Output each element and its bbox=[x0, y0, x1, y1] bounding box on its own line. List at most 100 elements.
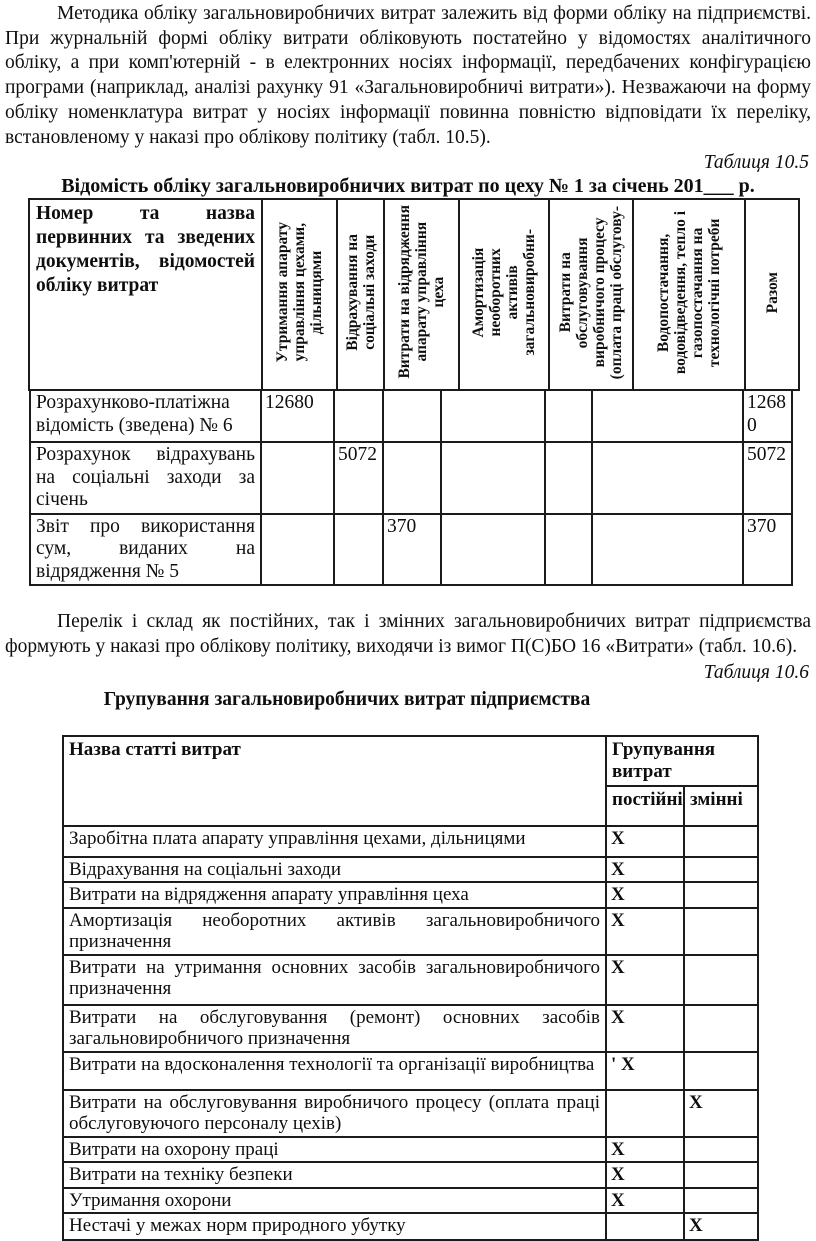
table-row: Утримання охорони X bbox=[62, 1186, 759, 1215]
table2-note: Таблиця 10.6 bbox=[703, 661, 809, 683]
row-label: Витрати на обслуговування (ремонт) основ… bbox=[62, 1003, 607, 1053]
value-cell bbox=[440, 441, 546, 515]
paragraph-method: Методика обліку загальновиробничих витра… bbox=[5, 3, 811, 148]
ledger-col-total: Разом bbox=[744, 198, 800, 392]
fixed-mark: X bbox=[605, 953, 685, 1006]
value-cell bbox=[382, 389, 442, 444]
rotated-header-text: Разом bbox=[763, 271, 781, 313]
ledger-col-travel: Витрати на відрядження апарату управлінн… bbox=[383, 198, 460, 392]
variable-mark bbox=[683, 1003, 759, 1053]
ledger-label-header: Номер та назва первинних та зведених док… bbox=[28, 198, 263, 392]
grouping-label-header: Назва статті витрат bbox=[62, 734, 607, 827]
value-cell bbox=[544, 441, 593, 515]
table-row: Витрати на вдосконалення технології та о… bbox=[62, 1050, 759, 1091]
fixed-mark bbox=[605, 1212, 685, 1241]
total-cell: 12680 bbox=[742, 389, 793, 444]
subheader-fixed: постійні bbox=[605, 784, 685, 827]
variable-mark bbox=[683, 881, 759, 909]
value-cell: 5072 bbox=[333, 441, 384, 515]
variable-mark bbox=[683, 1161, 759, 1189]
table2-caption: Групування загальновиробничих витрат під… bbox=[103, 688, 591, 710]
ledger-row-payroll: Розрахунково-платіжна відомість (зведена… bbox=[29, 389, 793, 444]
ledger-row-travel-report: Звіт про використання сум, виданих на ві… bbox=[29, 512, 793, 587]
variable-mark bbox=[683, 953, 759, 1006]
table1-note: Таблиця 10.5 bbox=[703, 152, 809, 174]
row-label: Амортизація необоротних активів загально… bbox=[62, 906, 607, 956]
rotated-header-text: Амортизація необоротних активів загально… bbox=[470, 228, 538, 356]
rotated-header-text: Утримання апарату управління цехами, діл… bbox=[274, 222, 325, 363]
value-cell bbox=[260, 512, 335, 587]
value-cell bbox=[440, 389, 546, 444]
value-cell bbox=[260, 441, 335, 515]
ledger-col-maintenance: Утримання апарату управління цехами, діл… bbox=[261, 198, 338, 392]
rotated-header-text: Водопостачання, водовідведення, тепло і … bbox=[655, 210, 723, 374]
variable-mark: X bbox=[683, 1212, 759, 1241]
row-label: Витрати на охорону праці bbox=[62, 1135, 607, 1164]
row-label: Заробітна плата апарату управління цехам… bbox=[62, 824, 607, 858]
rotated-header-text: Відрахування на соціальні заходи bbox=[343, 233, 378, 351]
variable-mark bbox=[683, 1186, 759, 1215]
fixed-mark: X bbox=[605, 1161, 685, 1189]
table-row: Відрахування на соціальні заходи X bbox=[62, 855, 759, 884]
ledger-col-water-supply: Водопостачання, водовідведення, тепло і … bbox=[632, 198, 746, 392]
row-label: Відрахування на соціальні заходи bbox=[62, 855, 607, 884]
row-label: Розрахунково-платіжна відомість (зведена… bbox=[29, 389, 262, 444]
variable-mark bbox=[683, 1135, 759, 1164]
value-cell bbox=[591, 441, 744, 515]
table-row: Витрати на відрядження апарату управлінн… bbox=[62, 881, 759, 909]
value-cell bbox=[544, 512, 593, 587]
table-row: Заробітна плата апарату управління цехам… bbox=[62, 824, 759, 858]
row-label: Витрати на вдосконалення технології та о… bbox=[62, 1050, 607, 1091]
value-cell bbox=[333, 512, 384, 587]
fixed-mark: X bbox=[605, 1135, 685, 1164]
fixed-mark: X bbox=[605, 906, 685, 956]
fixed-mark: ' X bbox=[605, 1050, 685, 1091]
variable-mark: X bbox=[683, 1088, 759, 1138]
value-cell bbox=[591, 389, 744, 444]
table-row: Витрати на утримання основних засобів за… bbox=[62, 953, 759, 1006]
value-cell bbox=[382, 441, 442, 515]
table-row: Витрати на обслуговування виробничого пр… bbox=[62, 1088, 759, 1138]
grouping-subheader-row: постійні змінні bbox=[63, 784, 759, 827]
table-row: Витрати на охорону праці X bbox=[62, 1135, 759, 1164]
total-cell: 370 bbox=[742, 512, 793, 587]
value-cell bbox=[440, 512, 546, 587]
fixed-mark: X bbox=[605, 1186, 685, 1215]
total-cell: 5072 bbox=[742, 441, 793, 515]
ledger-col-social: Відрахування на соціальні заходи bbox=[336, 198, 385, 392]
value-cell: 12680 bbox=[260, 389, 335, 444]
variable-mark bbox=[683, 906, 759, 956]
table-row: Витрати на техніку безпеки X bbox=[62, 1161, 759, 1189]
row-label: Звіт про використання сум, виданих на ві… bbox=[29, 512, 262, 587]
fixed-mark: X bbox=[605, 1003, 685, 1053]
variable-mark bbox=[683, 1050, 759, 1091]
ledger-col-amortization: Амортизація необоротних активів загально… bbox=[458, 198, 550, 392]
grouping-header-row: Назва статті витрат Групування витрат bbox=[62, 734, 759, 827]
table-row: Витрати на обслуговування (ремонт) основ… bbox=[62, 1003, 759, 1053]
value-cell: 370 bbox=[382, 512, 442, 587]
value-cell bbox=[591, 512, 744, 587]
variable-mark bbox=[683, 855, 759, 884]
ledger-table-header: Номер та назва первинних та зведених док… bbox=[28, 198, 800, 392]
grouping-table: Назва статті витрат Групування витрат по… bbox=[62, 734, 759, 1241]
row-label: Витрати на обслуговування виробничого пр… bbox=[62, 1088, 607, 1138]
grouping-group-header: Групування витрат bbox=[605, 734, 759, 787]
rotated-header-text: Витрати на обслуговування виробничого пр… bbox=[557, 205, 625, 379]
row-label: Витрати на техніку безпеки bbox=[62, 1161, 607, 1189]
table1-caption: Відомість обліку загальновиробничих витр… bbox=[61, 175, 755, 198]
row-label: Витрати на відрядження апарату управлінн… bbox=[62, 881, 607, 909]
fixed-mark: X bbox=[605, 855, 685, 884]
table-row: Амортизація необоротних активів загально… bbox=[62, 906, 759, 956]
fixed-mark: X bbox=[605, 881, 685, 909]
row-label: Розрахунок відрахувань на соціальні захо… bbox=[29, 441, 262, 515]
ledger-row-social: Розрахунок відрахувань на соціальні захо… bbox=[29, 441, 793, 515]
variable-mark bbox=[683, 824, 759, 858]
subheader-variable: змінні bbox=[683, 784, 759, 827]
ledger-col-process-service: Витрати на обслуговування виробничого пр… bbox=[548, 198, 634, 392]
value-cell bbox=[333, 389, 384, 444]
row-label: Нестачі у межах норм природного убутку bbox=[62, 1212, 607, 1241]
value-cell bbox=[544, 389, 593, 444]
fixed-mark bbox=[605, 1088, 685, 1138]
paragraph-grouping: Перелік і склад як постійних, так і змін… bbox=[5, 611, 811, 657]
